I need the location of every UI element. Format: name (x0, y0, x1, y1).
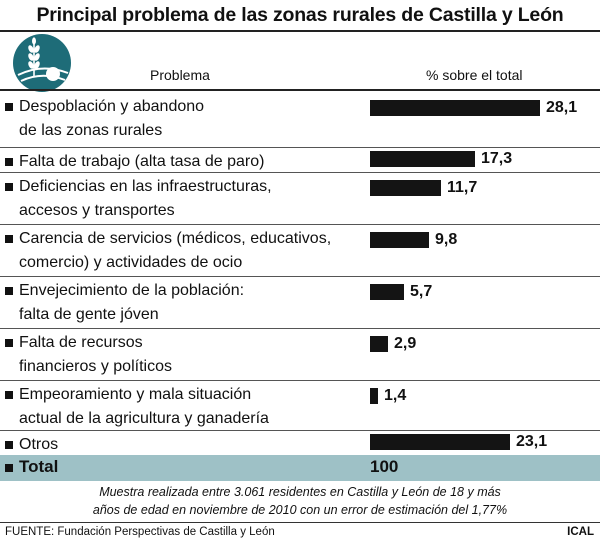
value-label: 5,7 (410, 283, 433, 300)
header-divider (0, 89, 600, 91)
total-value: 100 (370, 457, 399, 476)
data-bar (370, 232, 429, 248)
value-label: 9,8 (435, 231, 458, 248)
total-row: Total 100 (0, 455, 600, 481)
chart-title: Principal problema de las zonas rurales … (36, 4, 564, 26)
data-bar (370, 434, 510, 450)
category-label: Otros (19, 436, 59, 453)
bar-row: Carencia de servicios (médicos, educativ… (0, 224, 600, 276)
row-divider (0, 147, 600, 148)
data-bar (370, 100, 540, 116)
agency-credit: ICAL (567, 526, 594, 538)
value-label: 1,4 (384, 387, 407, 404)
column-header-problem: Problema (150, 67, 210, 83)
square-bullet-icon (5, 103, 13, 111)
total-bullet-icon (5, 464, 13, 472)
source-text: FUENTE: Fundación Perspectivas de Castil… (5, 526, 275, 538)
data-bar (370, 284, 404, 300)
category-label: Falta de trabajo (alta tasa de paro) (19, 153, 265, 170)
data-bar (370, 151, 475, 167)
square-bullet-icon (5, 183, 13, 191)
footer-divider (0, 522, 600, 523)
category-label: Empeoramiento y mala situación actual de… (19, 386, 269, 427)
category-label: Despoblación y abandono de las zonas rur… (19, 98, 205, 139)
category-label: Falta de recursos financieros y político… (19, 334, 172, 375)
square-bullet-icon (5, 441, 13, 449)
data-bar (370, 336, 388, 352)
square-bullet-icon (5, 158, 13, 166)
bar-row: Despoblación y abandono de las zonas rur… (0, 92, 600, 147)
bar-row: Empeoramiento y mala situación actual de… (0, 380, 600, 430)
value-label: 17,3 (481, 150, 513, 167)
bar-row: Otros 23,1 (0, 430, 600, 455)
category-label: Carencia de servicios (médicos, educativ… (19, 230, 332, 271)
row-divider (0, 172, 600, 173)
title-divider (0, 30, 600, 32)
column-header-percent: % sobre el total (426, 67, 523, 83)
bar-row: Envejecimiento de la población: falta de… (0, 276, 600, 328)
square-bullet-icon (5, 287, 13, 295)
wheat-sun-field-logo-icon (13, 34, 71, 92)
value-label: 2,9 (394, 335, 417, 352)
value-label: 28,1 (546, 99, 578, 116)
square-bullet-icon (5, 391, 13, 399)
value-label: 23,1 (516, 433, 548, 450)
category-label: Deficiencias en las infraestructuras, ac… (19, 178, 272, 219)
data-bar (370, 180, 441, 196)
square-bullet-icon (5, 339, 13, 347)
category-label: Envejecimiento de la población: falta de… (19, 282, 245, 323)
value-label: 11,7 (447, 179, 478, 196)
row-divider (0, 380, 600, 381)
row-divider (0, 430, 600, 431)
bar-row: Falta de trabajo (alta tasa de paro) 17,3 (0, 147, 600, 172)
total-label: Total (19, 457, 59, 476)
sample-note: Muestra realizada entre 3.061 residentes… (92, 485, 508, 517)
row-divider (0, 276, 600, 277)
bar-row: Falta de recursos financieros y político… (0, 328, 600, 380)
data-bar (370, 388, 378, 404)
bar-row: Deficiencias en las infraestructuras, ac… (0, 172, 600, 224)
row-divider (0, 328, 600, 329)
square-bullet-icon (5, 235, 13, 243)
row-divider (0, 224, 600, 225)
